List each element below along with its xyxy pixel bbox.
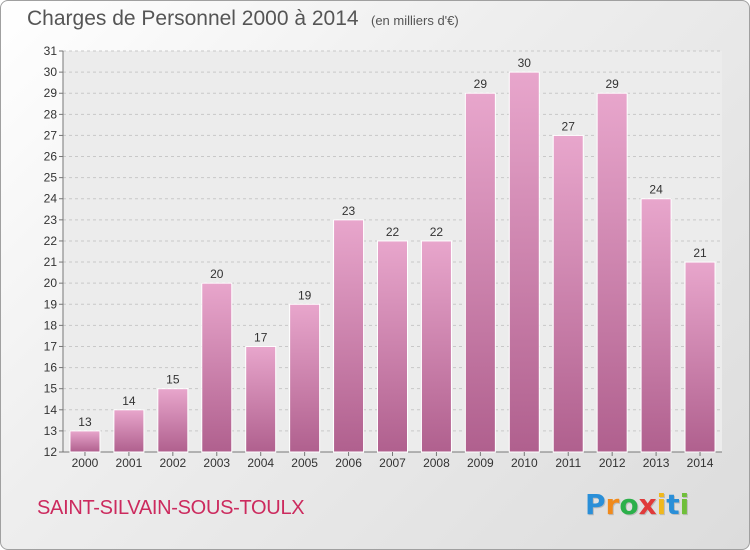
chart-subtitle: (en milliers d'€) xyxy=(371,13,459,28)
x-tick-label: 2001 xyxy=(116,456,143,470)
data-label: 13 xyxy=(78,415,92,429)
data-label: 22 xyxy=(386,225,400,239)
y-tick-label: 15 xyxy=(44,382,58,396)
y-tick-label: 21 xyxy=(44,255,58,269)
bar xyxy=(377,240,408,453)
bar xyxy=(684,261,716,453)
x-tick-label: 2000 xyxy=(72,456,99,470)
data-label: 29 xyxy=(474,77,488,91)
bar xyxy=(69,430,101,453)
y-tick-label: 27 xyxy=(44,128,58,142)
y-tick-label: 22 xyxy=(44,234,58,248)
y-tick-label: 16 xyxy=(44,361,58,375)
y-tick-label: 18 xyxy=(44,318,58,332)
bar xyxy=(245,345,277,453)
y-tick-label: 25 xyxy=(44,171,58,185)
place-name: SAINT-SILVAIN-SOUS-TOULX xyxy=(37,497,305,519)
x-tick-label: 2008 xyxy=(423,456,450,470)
bar xyxy=(552,134,584,453)
y-tick-label: 17 xyxy=(44,339,58,353)
bar xyxy=(201,282,233,453)
chart-title: Charges de Personnel 2000 à 2014 xyxy=(27,7,359,30)
bar xyxy=(420,240,452,453)
logo-letter: o xyxy=(619,488,639,521)
proxiti-logo: Proxiti xyxy=(585,488,689,521)
bar xyxy=(640,198,672,453)
data-label: 19 xyxy=(298,288,312,302)
data-label: 20 xyxy=(210,267,224,281)
data-label: 24 xyxy=(649,183,663,197)
x-tick-label: 2014 xyxy=(687,456,714,470)
logo-letter: i xyxy=(679,488,690,521)
bar xyxy=(333,219,365,453)
data-label: 21 xyxy=(693,246,707,260)
x-tick-label: 2007 xyxy=(379,456,406,470)
y-tick-label: 19 xyxy=(44,297,58,311)
bar xyxy=(464,92,496,453)
bar xyxy=(157,388,189,453)
x-tick-label: 2010 xyxy=(511,456,538,470)
x-tick-label: 2004 xyxy=(247,456,274,470)
data-label: 27 xyxy=(562,119,576,133)
bar xyxy=(289,303,321,453)
x-tick-label: 2005 xyxy=(291,456,318,470)
x-tick-label: 2011 xyxy=(555,456,581,470)
y-tick-label: 29 xyxy=(44,86,58,100)
x-tick-label: 2006 xyxy=(335,456,362,470)
y-tick-label: 24 xyxy=(44,192,58,206)
logo-letter: i xyxy=(656,488,667,521)
bar xyxy=(596,92,628,453)
logo-letter: t xyxy=(666,488,680,521)
data-label: 15 xyxy=(166,373,180,387)
logo-letter: P xyxy=(585,488,606,521)
y-tick-label: 13 xyxy=(44,424,58,438)
y-tick-label: 14 xyxy=(44,403,58,417)
x-tick-label: 2012 xyxy=(599,456,626,470)
data-label: 14 xyxy=(122,394,136,408)
data-label: 22 xyxy=(430,225,444,239)
data-label: 17 xyxy=(254,330,268,344)
bar xyxy=(508,71,540,453)
x-tick-label: 2003 xyxy=(203,456,230,470)
data-label: 23 xyxy=(342,204,356,218)
bar xyxy=(113,409,145,453)
x-tick-label: 2009 xyxy=(467,456,494,470)
logo-letter: x xyxy=(638,488,657,521)
y-tick-label: 23 xyxy=(44,213,58,227)
y-tick-label: 12 xyxy=(44,445,58,459)
y-tick-label: 28 xyxy=(44,107,58,121)
y-tick-label: 30 xyxy=(44,65,58,79)
data-label: 29 xyxy=(605,77,619,91)
x-tick-label: 2013 xyxy=(643,456,670,470)
x-tick-label: 2002 xyxy=(159,456,186,470)
data-label: 30 xyxy=(518,56,532,70)
y-tick-label: 20 xyxy=(44,276,58,290)
logo-letter: r xyxy=(605,488,620,521)
y-tick-label: 26 xyxy=(44,150,58,164)
y-tick-label: 31 xyxy=(44,44,58,58)
